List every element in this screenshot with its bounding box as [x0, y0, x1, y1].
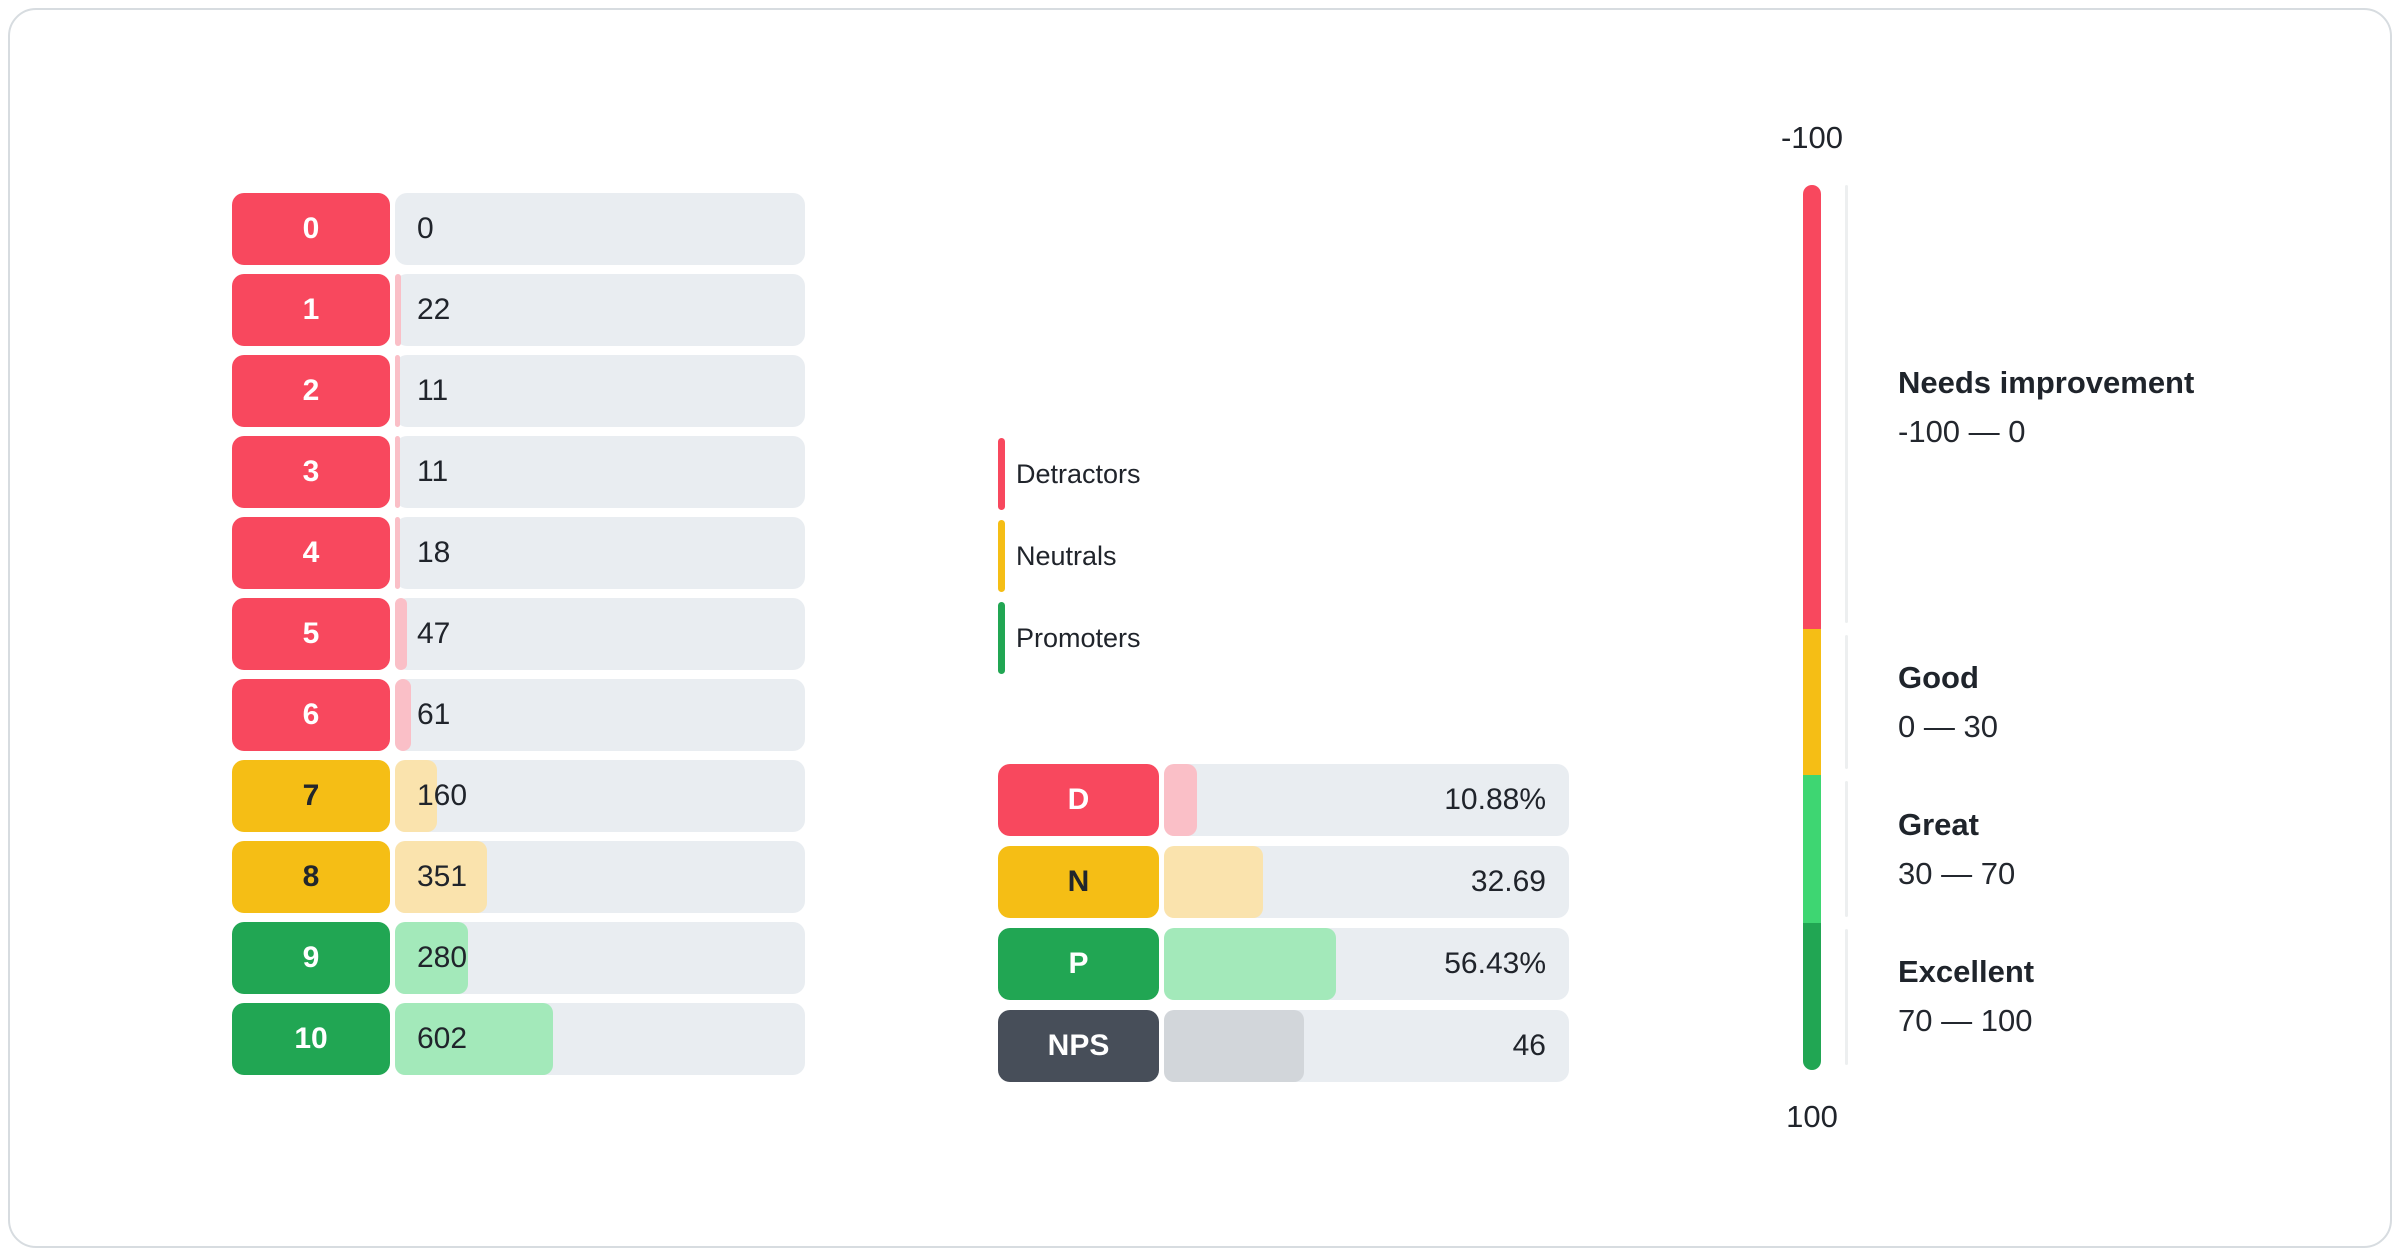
summary-value-p: 56.43% [1444, 947, 1546, 980]
score-bar-fill [395, 598, 408, 670]
score-count: 602 [417, 1022, 468, 1055]
gauge-zone-label-excellent: Excellent 70 — 100 [1898, 947, 2034, 1045]
score-bar-fill [395, 274, 401, 346]
gauge-zone-range: -100 — 0 [1898, 414, 2026, 449]
score-badge-5: 5 [232, 598, 390, 670]
legend-swatch-promoters [998, 602, 1005, 674]
score-bar-track [395, 760, 805, 832]
score-count: 61 [417, 698, 451, 731]
score-count: 280 [417, 941, 468, 974]
summary-badge-nps: NPS [998, 1010, 1159, 1082]
score-bar-track [395, 598, 805, 670]
gauge-zone-name: Great [1898, 807, 1979, 842]
score-bar-track [395, 517, 805, 589]
gauge-zone-great [1803, 775, 1821, 923]
summary-bar-fill-d [1164, 764, 1198, 836]
score-bar-fill [395, 436, 400, 508]
score-count: 160 [417, 779, 468, 812]
score-bar-fill [395, 517, 400, 589]
summary-badge-p: P [998, 928, 1159, 1000]
score-badge-10: 10 [232, 1003, 390, 1075]
gauge-axis-line-segment [1845, 185, 1848, 623]
score-bar-fill [395, 679, 411, 751]
score-count: 18 [417, 536, 451, 569]
summary-bar-fill-p [1164, 928, 1336, 1000]
legend-label-neutrals: Neutrals [1016, 541, 1117, 571]
score-badge-4: 4 [232, 517, 390, 589]
gauge-zone-label-good: Good 0 — 30 [1898, 653, 1998, 751]
gauge-axis-line-segment [1845, 781, 1848, 917]
score-bar-track [395, 274, 805, 346]
gauge-zone-label-great: Great 30 — 70 [1898, 800, 2015, 898]
score-badge-6: 6 [232, 679, 390, 751]
score-bar-fill [395, 922, 469, 994]
gauge-min-label: -100 [1780, 120, 1844, 155]
score-badge-7: 7 [232, 760, 390, 832]
summary-value-d: 10.88% [1444, 783, 1546, 816]
gauge-axis-line-segment [1845, 929, 1848, 1065]
summary-bar-fill-nps [1164, 1010, 1304, 1082]
score-count: 47 [417, 617, 451, 650]
gauge-zone-range: 70 — 100 [1898, 1003, 2033, 1038]
score-bar-track [395, 355, 805, 427]
gauge-zone-name: Excellent [1898, 954, 2035, 989]
gauge-zone-label-needs-improvement: Needs improvement -100 — 0 [1898, 358, 2194, 456]
gauge-zone-good [1803, 629, 1821, 775]
summary-value-nps: 46 [1512, 1029, 1546, 1062]
score-bar-track [395, 679, 805, 751]
gauge-zone-name: Good [1898, 660, 1979, 695]
gauge-zone-needs-improvement [1803, 185, 1821, 629]
legend-label-promoters: Promoters [1016, 623, 1141, 653]
legend-swatch-detractors [998, 438, 1005, 510]
score-count: 0 [417, 212, 434, 245]
score-bar-fill [395, 841, 488, 913]
score-bar-track [395, 193, 805, 265]
score-bar-fill [395, 760, 437, 832]
score-bar-fill [395, 355, 400, 427]
score-badge-8: 8 [232, 841, 390, 913]
summary-value-n: 32.69 [1470, 865, 1546, 898]
summary-badge-d: D [998, 764, 1159, 836]
score-count: 351 [417, 860, 468, 893]
summary-badge-n: N [998, 846, 1159, 918]
summary-bar-track [1164, 764, 1569, 836]
score-badge-0: 0 [232, 193, 390, 265]
gauge-zone-range: 30 — 70 [1898, 856, 2016, 891]
score-badge-2: 2 [232, 355, 390, 427]
score-badge-9: 9 [232, 922, 390, 994]
gauge-zone-name: Needs improvement [1898, 365, 2195, 400]
score-count: 22 [417, 293, 451, 326]
gauge-zone-excellent [1803, 923, 1821, 1070]
score-count: 11 [417, 374, 449, 407]
score-count: 11 [417, 455, 449, 488]
summary-bar-fill-n [1164, 846, 1264, 918]
gauge-zone-range: 0 — 30 [1898, 709, 1998, 744]
legend-label-detractors: Detractors [1016, 459, 1141, 489]
gauge-bar [1803, 185, 1821, 1070]
gauge-axis-line-segment [1845, 635, 1848, 769]
legend-swatch-neutrals [998, 520, 1005, 592]
score-bar-track [395, 436, 805, 508]
score-badge-1: 1 [232, 274, 390, 346]
score-badge-3: 3 [232, 436, 390, 508]
gauge-max-label: 100 [1786, 1099, 1838, 1134]
score-bar-fill [395, 1003, 553, 1075]
